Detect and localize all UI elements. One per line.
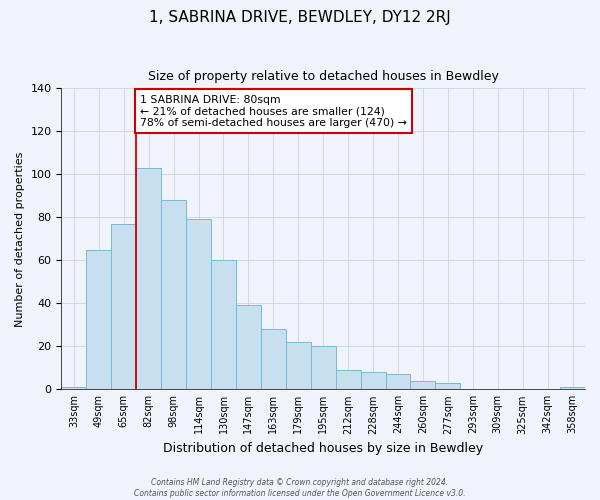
Bar	[86, 250, 111, 390]
Bar	[186, 220, 211, 390]
Bar	[335, 370, 361, 390]
Y-axis label: Number of detached properties: Number of detached properties	[15, 151, 25, 326]
Title: Size of property relative to detached houses in Bewdley: Size of property relative to detached ho…	[148, 70, 499, 83]
Bar	[136, 168, 161, 390]
Text: 1, SABRINA DRIVE, BEWDLEY, DY12 2RJ: 1, SABRINA DRIVE, BEWDLEY, DY12 2RJ	[149, 10, 451, 25]
Bar	[61, 387, 86, 390]
Bar	[361, 372, 386, 390]
Bar	[211, 260, 236, 390]
Bar	[436, 383, 460, 390]
Bar	[236, 306, 261, 390]
Text: 1 SABRINA DRIVE: 80sqm
← 21% of detached houses are smaller (124)
78% of semi-de: 1 SABRINA DRIVE: 80sqm ← 21% of detached…	[140, 95, 407, 128]
Text: Contains HM Land Registry data © Crown copyright and database right 2024.
Contai: Contains HM Land Registry data © Crown c…	[134, 478, 466, 498]
Bar	[161, 200, 186, 390]
Bar	[286, 342, 311, 390]
X-axis label: Distribution of detached houses by size in Bewdley: Distribution of detached houses by size …	[163, 442, 483, 455]
Bar	[311, 346, 335, 390]
Bar	[560, 387, 585, 390]
Bar	[386, 374, 410, 390]
Bar	[261, 329, 286, 390]
Bar	[410, 380, 436, 390]
Bar	[111, 224, 136, 390]
